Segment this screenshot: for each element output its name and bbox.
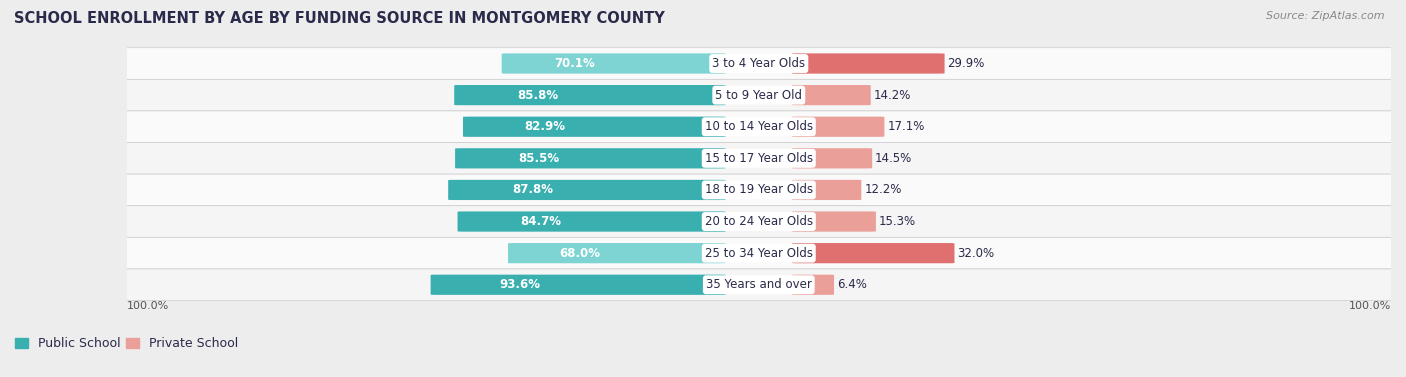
FancyBboxPatch shape <box>449 180 725 200</box>
Text: 18 to 19 Year Olds: 18 to 19 Year Olds <box>704 184 813 196</box>
FancyBboxPatch shape <box>463 116 725 137</box>
Text: 15 to 17 Year Olds: 15 to 17 Year Olds <box>704 152 813 165</box>
Text: 12.2%: 12.2% <box>865 184 901 196</box>
FancyBboxPatch shape <box>454 85 725 105</box>
Legend: Public School, Private School: Public School, Private School <box>15 337 238 350</box>
Text: 15.3%: 15.3% <box>879 215 917 228</box>
Text: 85.5%: 85.5% <box>517 152 560 165</box>
FancyBboxPatch shape <box>430 274 725 295</box>
FancyBboxPatch shape <box>114 48 1403 79</box>
Text: 35 Years and over: 35 Years and over <box>706 278 811 291</box>
FancyBboxPatch shape <box>114 143 1403 174</box>
Text: 68.0%: 68.0% <box>560 247 600 260</box>
FancyBboxPatch shape <box>792 180 862 200</box>
FancyBboxPatch shape <box>114 206 1403 238</box>
Text: 100.0%: 100.0% <box>127 301 169 311</box>
Text: 10 to 14 Year Olds: 10 to 14 Year Olds <box>704 120 813 133</box>
Text: 3 to 4 Year Olds: 3 to 4 Year Olds <box>713 57 806 70</box>
Text: 5 to 9 Year Old: 5 to 9 Year Old <box>716 89 803 102</box>
FancyBboxPatch shape <box>114 111 1403 143</box>
Text: 100.0%: 100.0% <box>1348 301 1391 311</box>
FancyBboxPatch shape <box>457 211 725 231</box>
Text: 20 to 24 Year Olds: 20 to 24 Year Olds <box>704 215 813 228</box>
Text: 25 to 34 Year Olds: 25 to 34 Year Olds <box>704 247 813 260</box>
FancyBboxPatch shape <box>508 243 725 263</box>
FancyBboxPatch shape <box>792 148 872 169</box>
Text: 14.5%: 14.5% <box>875 152 912 165</box>
Text: 6.4%: 6.4% <box>837 278 868 291</box>
FancyBboxPatch shape <box>792 274 834 295</box>
Text: Source: ZipAtlas.com: Source: ZipAtlas.com <box>1267 11 1385 21</box>
Text: 93.6%: 93.6% <box>499 278 540 291</box>
FancyBboxPatch shape <box>114 238 1403 269</box>
Text: SCHOOL ENROLLMENT BY AGE BY FUNDING SOURCE IN MONTGOMERY COUNTY: SCHOOL ENROLLMENT BY AGE BY FUNDING SOUR… <box>14 11 665 26</box>
FancyBboxPatch shape <box>114 79 1403 111</box>
Text: 29.9%: 29.9% <box>948 57 986 70</box>
FancyBboxPatch shape <box>792 116 884 137</box>
Text: 32.0%: 32.0% <box>957 247 994 260</box>
Text: 14.2%: 14.2% <box>873 89 911 102</box>
Text: 17.1%: 17.1% <box>887 120 925 133</box>
FancyBboxPatch shape <box>502 54 725 74</box>
FancyBboxPatch shape <box>114 174 1403 206</box>
Text: 84.7%: 84.7% <box>520 215 561 228</box>
Text: 87.8%: 87.8% <box>513 184 554 196</box>
Text: 70.1%: 70.1% <box>554 57 595 70</box>
FancyBboxPatch shape <box>792 85 870 105</box>
FancyBboxPatch shape <box>792 211 876 231</box>
Text: 85.8%: 85.8% <box>517 89 558 102</box>
Text: 82.9%: 82.9% <box>524 120 565 133</box>
FancyBboxPatch shape <box>792 243 955 263</box>
FancyBboxPatch shape <box>114 269 1403 300</box>
FancyBboxPatch shape <box>456 148 725 169</box>
FancyBboxPatch shape <box>792 54 945 74</box>
